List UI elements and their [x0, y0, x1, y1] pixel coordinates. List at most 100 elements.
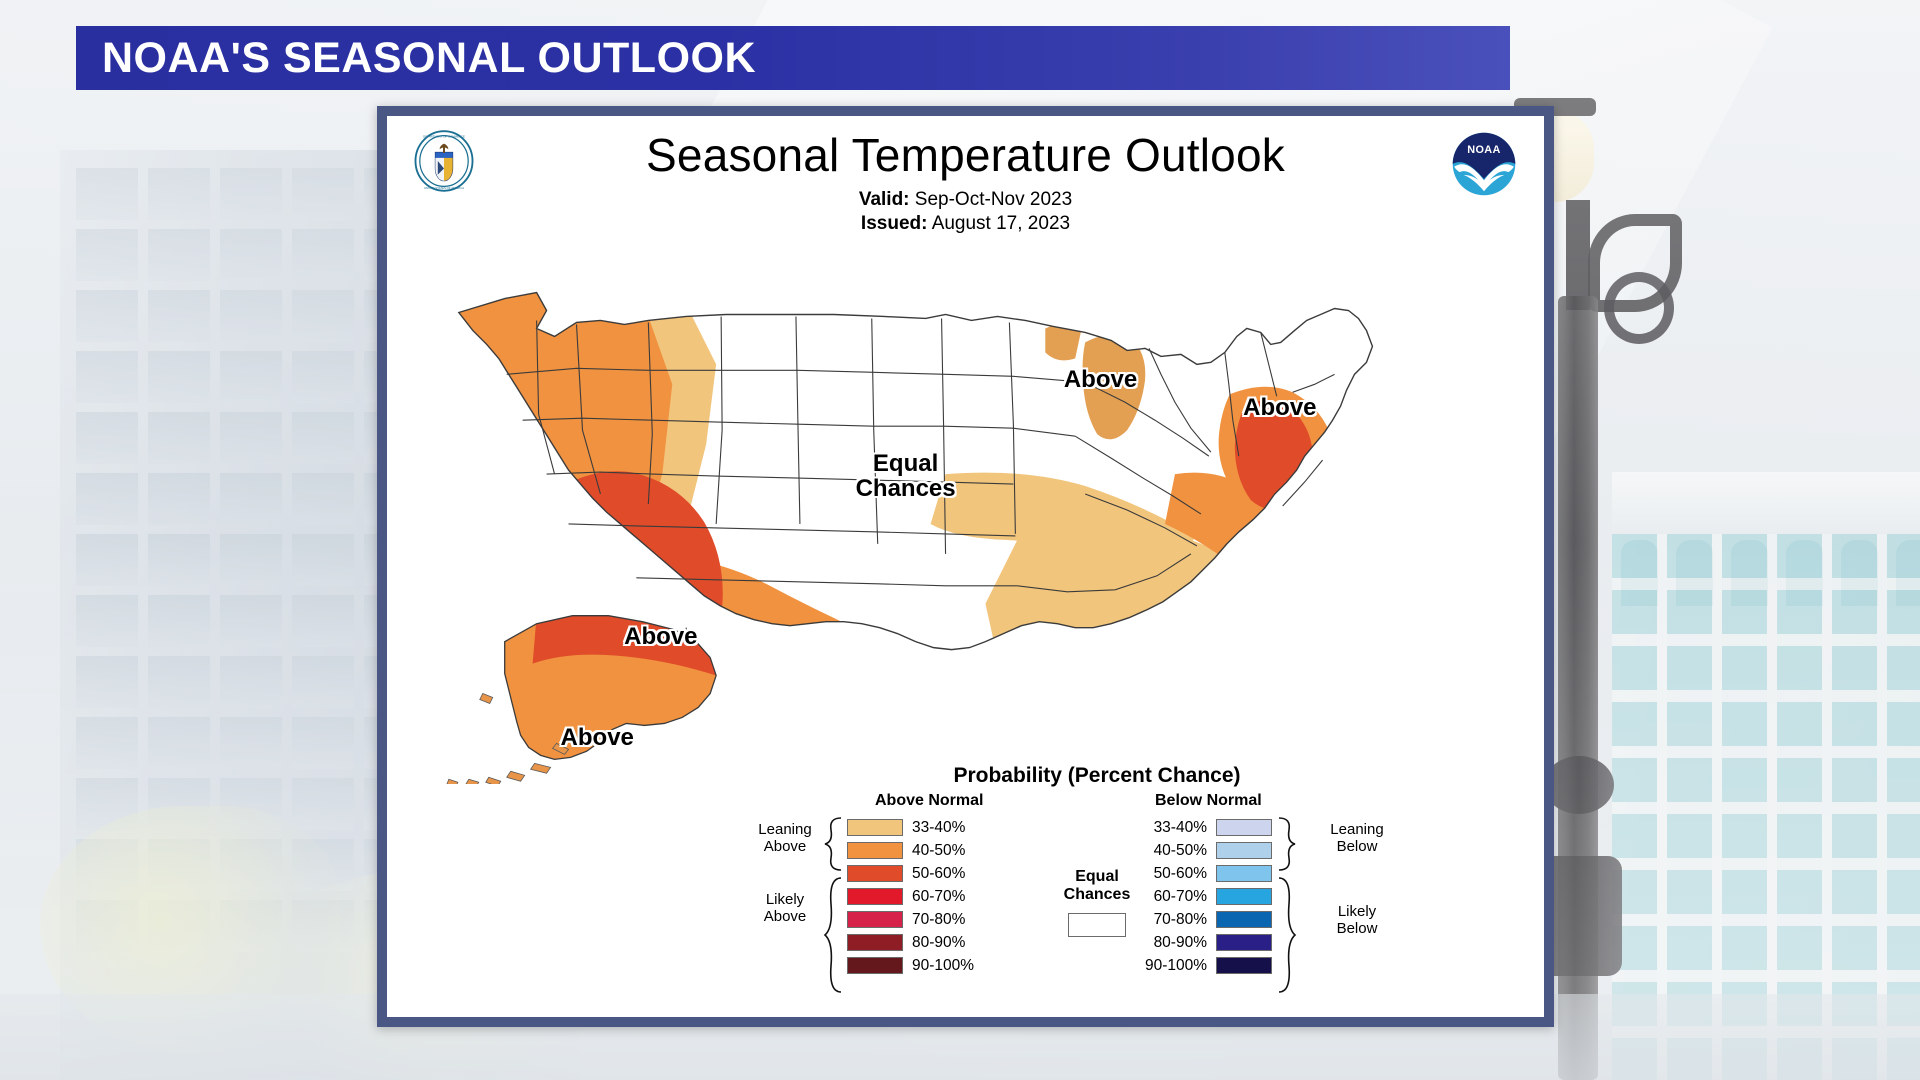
legend-percent-above-80-90%: 80-90%	[912, 933, 966, 951]
map-label-great-lakes: Above	[1063, 365, 1138, 393]
legend-percent-above-40-50%: 40-50%	[912, 841, 966, 859]
legend-row-below-70-80%: 70-80%	[1137, 908, 1272, 931]
likely-above-line1: Likely	[765, 891, 805, 908]
fill-up-michigan-33-40	[1045, 323, 1082, 361]
map-label-midwest: Equal Chances	[856, 451, 956, 501]
issued-row: Issued: August 17, 2023	[387, 212, 1544, 236]
legend-swatch-below-50-60%	[1216, 865, 1272, 882]
conus-borders	[457, 291, 1374, 651]
brace-leaning-above-icon	[824, 817, 842, 871]
legend-swatch-below-40-50%	[1216, 842, 1272, 859]
likely-below-line1: Likely	[1337, 903, 1377, 920]
map-label-northeast: Above	[1243, 393, 1317, 421]
legend-row-below-60-70%: 60-70%	[1137, 885, 1272, 908]
legend-likely-above-label: Likely Above	[735, 891, 835, 925]
legend-row-above-50-60%: 50-60%	[847, 862, 974, 885]
brace-leaning-below-icon	[1278, 817, 1296, 871]
legend-percent-above-60-70%: 60-70%	[912, 887, 966, 905]
map-title: Seasonal Temperature Outlook	[646, 129, 1285, 181]
legend-above-header: Above Normal	[875, 792, 984, 809]
leaning-above-line1: Leaning	[758, 821, 812, 838]
legend-percent-above-70-80%: 70-80%	[912, 910, 966, 928]
legend-percent-below-60-70%: 60-70%	[1153, 887, 1207, 905]
legend-percent-above-33-40%: 33-40%	[912, 818, 966, 836]
legend-row-below-50-60%: 50-60%	[1137, 862, 1272, 885]
legend-row-above-40-50%: 40-50%	[847, 839, 974, 862]
banner-title: NOAA'S SEASONAL OUTLOOK	[102, 33, 757, 82]
legend-row-below-90-100%: 90-100%	[1137, 954, 1272, 977]
fill-michigan-33-40	[1082, 334, 1146, 440]
legend-swatch-below-60-70%	[1216, 888, 1272, 905]
legend-swatch-above-80-90%	[847, 934, 903, 951]
legend-row-below-80-90%: 80-90%	[1137, 931, 1272, 954]
outlook-panel: DEPARTMENT OF COMMERCE UNITED STATES OF …	[377, 106, 1554, 1027]
legend-above-normal-column: 33-40% 40-50% 50-60% 60-70% 70-80% 80-90% 90-1…	[847, 816, 974, 977]
legend-percent-below-40-50%: 40-50%	[1153, 841, 1207, 859]
legend-swatch-below-70-80%	[1216, 911, 1272, 928]
legend-percent-below-33-40%: 33-40%	[1153, 818, 1207, 836]
legend-percent-above-90-100%: 90-100%	[912, 956, 975, 974]
brace-likely-above-icon	[823, 877, 842, 993]
leaning-above-line2: Above	[763, 837, 807, 855]
valid-value: Sep-Oct-Nov 2023	[914, 189, 1073, 210]
legend-row-above-80-90%: 80-90%	[847, 931, 974, 954]
legend-likely-below-label: Likely Below	[1307, 903, 1407, 937]
legend-swatch-above-90-100%	[847, 957, 903, 974]
legend-percent-below-90-100%: 90-100%	[1144, 956, 1207, 974]
map-label-midwest-line2: Chances	[855, 474, 956, 502]
legend-row-above-70-80%: 70-80%	[847, 908, 974, 931]
map-metadata: Valid: Sep-Oct-Nov 2023 Issued: August 1…	[387, 188, 1544, 235]
probability-legend: Probability (Percent Chance) Above Norma…	[758, 764, 1407, 1014]
legend-row-above-90-100%: 90-100%	[847, 954, 974, 977]
legend-equal-chances-label: Equal Chances	[1042, 868, 1152, 905]
svg-text:UNITED STATES OF AMERICA: UNITED STATES OF AMERICA	[424, 186, 464, 190]
noaa-logo-icon: NOAA	[1452, 132, 1516, 196]
equal-chances-line1: Equal	[1075, 868, 1119, 885]
legend-swatch-below-80-90%	[1216, 934, 1272, 951]
outlook-map[interactable]: Above Above Equal Chances Above Above	[387, 224, 1544, 784]
lamppost-scrollwork-lower	[1604, 272, 1674, 344]
legend-percent-above-50-60%: 50-60%	[912, 864, 966, 882]
legend-swatch-below-90-100%	[1216, 957, 1272, 974]
legend-swatch-above-50-60%	[847, 865, 903, 882]
outlook-panel-inner: DEPARTMENT OF COMMERCE UNITED STATES OF …	[387, 116, 1544, 1017]
legend-row-above-33-40%: 33-40%	[847, 816, 974, 839]
lamppost-knob	[1544, 756, 1614, 814]
equal-chances-line2: Chances	[1063, 886, 1131, 904]
legend-equal-chances: Equal Chances	[1042, 868, 1152, 937]
department-of-commerce-seal-icon: DEPARTMENT OF COMMERCE UNITED STATES OF …	[414, 130, 474, 192]
legend-row-below-40-50%: 40-50%	[1137, 839, 1272, 862]
valid-row: Valid: Sep-Oct-Nov 2023	[387, 188, 1544, 212]
issued-label: Issued:	[860, 212, 928, 234]
map-label-midwest-line1: Equal	[872, 449, 939, 477]
lamppost-arm	[1566, 200, 1590, 310]
background-building-cornice	[1612, 472, 1920, 534]
legend-swatch-above-70-80%	[847, 911, 903, 928]
map-label-southwest: Above	[624, 623, 698, 651]
issued-value: August 17, 2023	[931, 212, 1071, 234]
background-building-columns	[1612, 534, 1920, 1080]
legend-below-header: Below Normal	[1155, 792, 1262, 809]
leaning-below-line1: Leaning	[1330, 821, 1384, 838]
fill-interior-west-40-50	[458, 292, 673, 644]
background-lamppost	[1492, 96, 1682, 1080]
legend-leaning-below-label: Leaning Below	[1307, 821, 1407, 855]
title-banner: NOAA'S SEASONAL OUTLOOK	[76, 26, 1510, 90]
legend-title: Probability (Percent Chance)	[953, 764, 1241, 787]
leaning-below-line2: Below	[1336, 837, 1378, 855]
legend-leaning-above-label: Leaning Above	[735, 821, 835, 855]
legend-swatch-below-33-40%	[1216, 819, 1272, 836]
likely-above-line2: Above	[763, 907, 807, 925]
legend-below-normal-column: 33-40% 40-50% 50-60% 60-70% 70-80% 80-90% 90-1…	[1137, 816, 1272, 977]
legend-equal-chances-swatch	[1068, 912, 1126, 937]
brace-likely-below-icon	[1278, 877, 1297, 993]
svg-text:DEPARTMENT OF COMMERCE: DEPARTMENT OF COMMERCE	[423, 134, 465, 138]
legend-swatch-above-60-70%	[847, 888, 903, 905]
noaa-logo-text: NOAA	[1467, 144, 1500, 156]
valid-label: Valid:	[858, 189, 910, 210]
fill-ohiovalley-33-40	[930, 472, 1195, 584]
outlook-map-svg[interactable]	[387, 224, 1544, 784]
alaska-inset	[446, 615, 717, 784]
map-label-alaska: Above	[560, 724, 634, 752]
legend-swatch-above-33-40%	[847, 819, 903, 836]
